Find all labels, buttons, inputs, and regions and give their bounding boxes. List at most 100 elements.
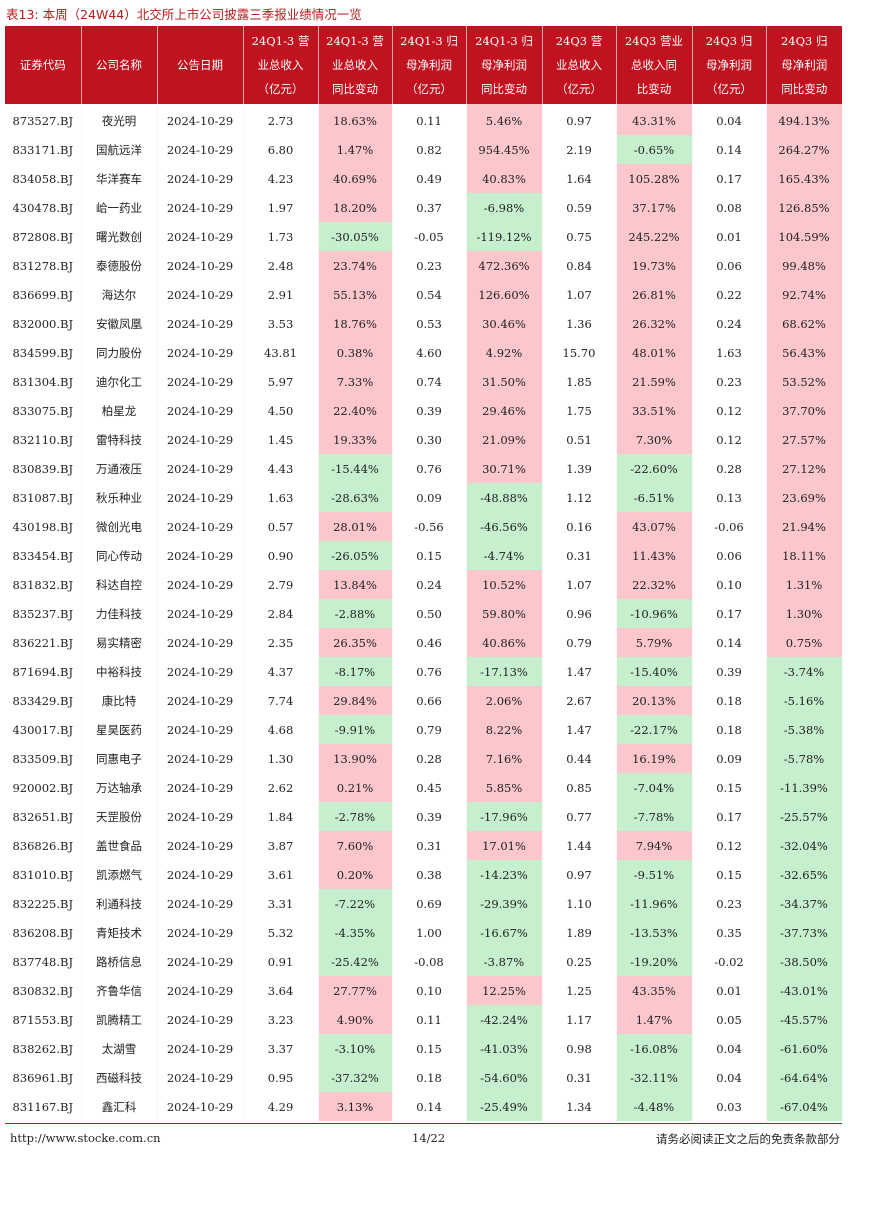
table-cell: 2.06% — [466, 686, 543, 715]
table-row: 830839.BJ 万通液压 2024-10-29 4.43 -15.44% 0.76 30… — [5, 454, 843, 483]
table-cell: 安徽凤凰 — [81, 309, 158, 338]
table-cell: 同惠电子 — [81, 744, 158, 773]
table-cell: -15.44% — [318, 454, 393, 483]
table-cell: 2024-10-29 — [157, 1063, 244, 1092]
table-cell: 4.60 — [392, 338, 467, 367]
table-cell: 0.06 — [692, 251, 767, 280]
table-cell: 0.09 — [392, 483, 467, 512]
table-cell: 0.50 — [392, 599, 467, 628]
column-header: 24Q3 营业总收入 （亿元） — [542, 26, 617, 104]
table-cell: 2.84 — [243, 599, 319, 628]
table-cell: -38.50% — [766, 947, 843, 976]
table-cell: 23.69% — [766, 483, 843, 512]
table-cell: -17.13% — [466, 657, 543, 686]
table-cell: 2024-10-29 — [157, 512, 244, 541]
table-cell: 0.28 — [392, 744, 467, 773]
table-cell: -19.20% — [616, 947, 693, 976]
column-header: 24Q1-3 营业总收入 （亿元） — [243, 26, 319, 104]
table-cell: 力佳科技 — [81, 599, 158, 628]
table-cell: 834058.BJ — [5, 164, 82, 193]
table-row: 835237.BJ 力佳科技 2024-10-29 2.84 -2.88% 0.50 59.… — [5, 599, 843, 628]
column-header-line: 24Q1-3 归 — [475, 34, 533, 48]
table-cell: 1.07 — [542, 570, 617, 599]
table-cell: 2024-10-29 — [157, 1034, 244, 1063]
table-cell: 0.04 — [692, 1034, 767, 1063]
table-row: 836208.BJ 青矩技术 2024-10-29 5.32 -4.35% 1.00 -16… — [5, 918, 843, 947]
table-cell: 泰德股份 — [81, 251, 158, 280]
table-cell: -3.10% — [318, 1034, 393, 1063]
column-header: 24Q3 归母净利润 （亿元） — [692, 26, 767, 104]
table-cell: 0.97 — [542, 860, 617, 889]
table-cell: -3.74% — [766, 657, 843, 686]
table-cell: 0.28 — [692, 454, 767, 483]
table-cell: -48.88% — [466, 483, 543, 512]
table-cell: 7.16% — [466, 744, 543, 773]
table-cell: 0.01 — [692, 976, 767, 1005]
table-cell: 0.13 — [692, 483, 767, 512]
table-cell: 3.61 — [243, 860, 319, 889]
table-cell: -8.17% — [318, 657, 393, 686]
table-cell: -25.49% — [466, 1092, 543, 1121]
table-cell: 4.68 — [243, 715, 319, 744]
table-cell: -0.65% — [616, 135, 693, 164]
table-cell: 15.70 — [542, 338, 617, 367]
table-cell: 836221.BJ — [5, 628, 82, 657]
table-cell: 245.22% — [616, 222, 693, 251]
table-cell: 2024-10-29 — [157, 135, 244, 164]
table-cell: 3.31 — [243, 889, 319, 918]
table-cell: 0.90 — [243, 541, 319, 570]
table-cell: 秋乐种业 — [81, 483, 158, 512]
table-body: 873527.BJ 夜光明 2024-10-29 2.73 18.63% 0.11 5.46… — [5, 104, 843, 1121]
table-cell: -4.74% — [466, 541, 543, 570]
footer-url[interactable]: http://www.stocke.com.cn — [10, 1131, 161, 1145]
table-cell: -14.23% — [466, 860, 543, 889]
table-cell: -119.12% — [466, 222, 543, 251]
column-header: 24Q1-3 营业总收入 同比变动 — [318, 26, 393, 104]
table-cell: -32.65% — [766, 860, 843, 889]
table-cell: 中裕科技 — [81, 657, 158, 686]
table-cell: 0.79 — [542, 628, 617, 657]
table-cell: 夜光明 — [81, 104, 158, 135]
table-cell: 0.35 — [692, 918, 767, 947]
table-cell: 0.66 — [392, 686, 467, 715]
table-cell: 2024-10-29 — [157, 104, 244, 135]
column-header-line: 业总收入 — [257, 58, 304, 72]
table-cell: 1.07 — [542, 280, 617, 309]
table-row: 430017.BJ 星昊医药 2024-10-29 4.68 -9.91% 0.79 8.2… — [5, 715, 843, 744]
table-cell: -64.64% — [766, 1063, 843, 1092]
table-cell: 4.92% — [466, 338, 543, 367]
table-cell: 1.36 — [542, 309, 617, 338]
table-cell: -29.39% — [466, 889, 543, 918]
table-cell: 利通科技 — [81, 889, 158, 918]
table-cell: 0.18 — [692, 686, 767, 715]
table-cell: 0.20% — [318, 860, 393, 889]
table-cell: 0.09 — [692, 744, 767, 773]
table-row: 838262.BJ 太湖雪 2024-10-29 3.37 -3.10% 0.15 -41.… — [5, 1034, 843, 1063]
column-header-line: 证券代码 — [19, 58, 66, 72]
table-cell: -22.17% — [616, 715, 693, 744]
table-cell: -9.51% — [616, 860, 693, 889]
table-cell: 0.76 — [392, 454, 467, 483]
table-cell: 2024-10-29 — [157, 947, 244, 976]
table-cell: -16.67% — [466, 918, 543, 947]
table-cell: 0.12 — [692, 831, 767, 860]
column-header-line: 24Q1-3 营 — [251, 34, 310, 48]
table-cell: 2024-10-29 — [157, 251, 244, 280]
table-cell: 18.20% — [318, 193, 393, 222]
table-cell: 30.46% — [466, 309, 543, 338]
column-header: 证券代码 — [5, 26, 82, 104]
table-cell: 2024-10-29 — [157, 454, 244, 483]
table-cell: 0.75 — [542, 222, 617, 251]
table-cell: 831278.BJ — [5, 251, 82, 280]
table-cell: 0.31 — [542, 541, 617, 570]
table-cell: -42.24% — [466, 1005, 543, 1034]
table-cell: 1.47% — [616, 1005, 693, 1034]
table-cell: 13.90% — [318, 744, 393, 773]
table-cell: 28.01% — [318, 512, 393, 541]
table-cell: -67.04% — [766, 1092, 843, 1121]
column-header-line: （亿元） — [556, 82, 602, 96]
table-cell: 99.48% — [766, 251, 843, 280]
table-row: 920002.BJ 万达轴承 2024-10-29 2.62 0.21% 0.45 5.85… — [5, 773, 843, 802]
table-cell: 0.24 — [692, 309, 767, 338]
table-cell: 1.00 — [392, 918, 467, 947]
